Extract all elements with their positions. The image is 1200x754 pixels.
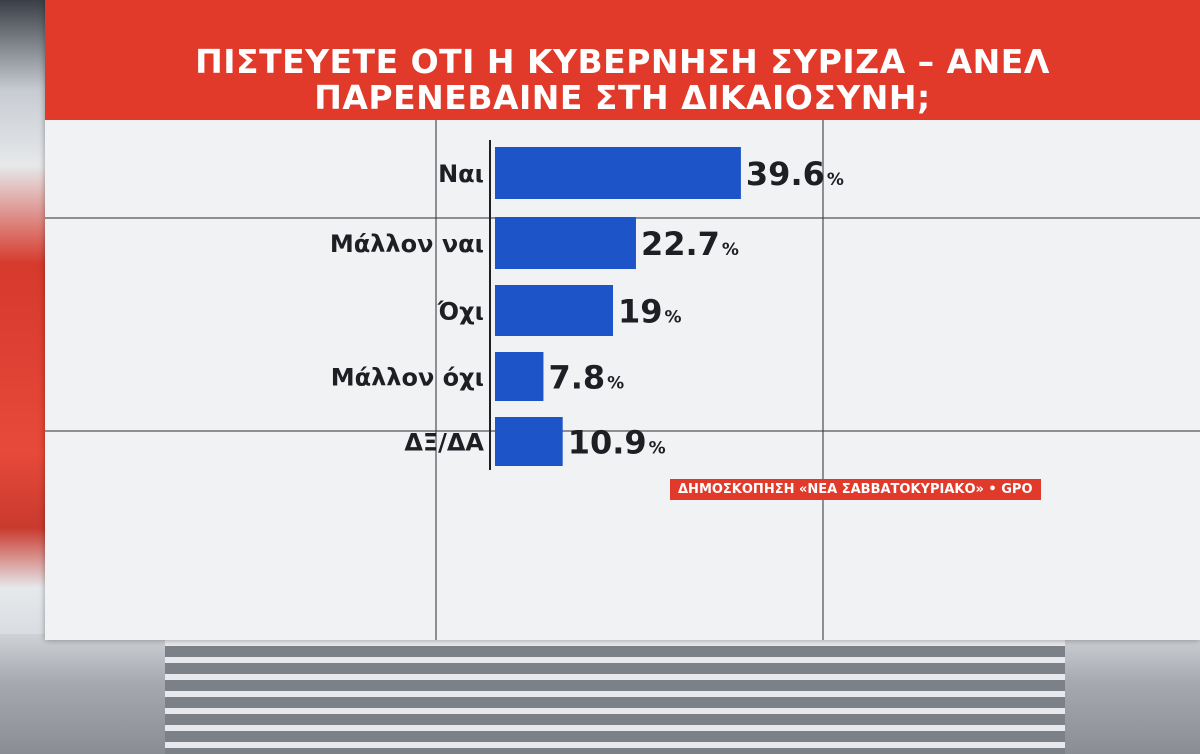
value-label: 39.6%: [746, 155, 844, 193]
source-label: ΔΗΜΟΣΚΟΠΗΣΗ «ΝΕΑ ΣΑΒΒΑΤΟΚΥΡΙΑΚΟ» • GPO: [670, 479, 1041, 500]
chart-title: ΠΙΣΤΕΥΕΤΕ ΟΤΙ Η ΚΥΒΕΡΝΗΣΗ ΣΥΡΙΖΑ – ΑΝΕΛ …: [45, 44, 1200, 116]
chart-title-line-2: ΠΑΡΕΝΕΒΑΙΝΕ ΣΤΗ ΔΙΚΑΙΟΣΥΝΗ;: [314, 78, 931, 117]
bar: [495, 417, 563, 466]
category-label: Μάλλον ναι: [330, 230, 484, 258]
video-wall: ΠΙΣΤΕΥΕΤΕ ΟΤΙ Η ΚΥΒΕΡΝΗΣΗ ΣΥΡΙΖΑ – ΑΝΕΛ …: [45, 0, 1200, 640]
percent-unit: %: [722, 240, 739, 260]
bars-group: Ναι 39.6 % Μάλλον ναι 22.7 % Όχι 19 % Μάλλον όχι 7…: [330, 147, 844, 466]
value-label: 19%: [618, 293, 682, 331]
chart-header: ΠΙΣΤΕΥΕΤΕ ΟΤΙ Η ΚΥΒΕΡΝΗΣΗ ΣΥΡΙΖΑ – ΑΝΕΛ …: [45, 0, 1200, 120]
percent-unit: %: [607, 374, 624, 394]
bar: [495, 352, 544, 401]
panel-seam: [45, 430, 1200, 432]
percent-unit: %: [665, 308, 682, 328]
bar: [495, 217, 636, 269]
value-label: 7.8%: [548, 359, 624, 397]
category-label: Όχι: [437, 298, 484, 326]
value-label: 22.7%: [641, 225, 739, 263]
panel-seam: [822, 0, 824, 640]
category-label: Μάλλον όχι: [331, 364, 484, 392]
bar: [495, 285, 613, 336]
panel-seam: [435, 0, 437, 640]
bar: [495, 147, 741, 199]
percent-unit: %: [649, 439, 666, 459]
percent-unit: %: [827, 170, 844, 190]
chart-title-line-1: ΠΙΣΤΕΥΕΤΕ ΟΤΙ Η ΚΥΒΕΡΝΗΣΗ ΣΥΡΙΖΑ – ΑΝΕΛ: [195, 42, 1050, 81]
value-label: 10.9%: [568, 424, 666, 462]
category-label: Ναι: [438, 160, 484, 188]
category-label: ΔΞ/ΔΑ: [404, 429, 484, 457]
studio-floor-stripes: [165, 640, 1065, 754]
